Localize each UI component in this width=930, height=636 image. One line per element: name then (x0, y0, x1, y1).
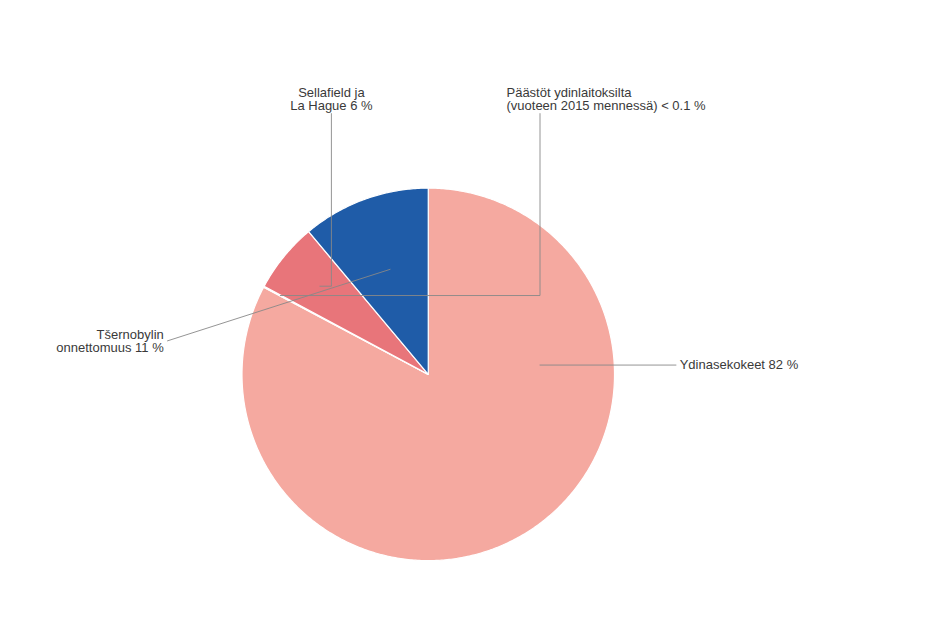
svg-text:Ydinasekokeet 82 %: Ydinasekokeet 82 % (680, 357, 799, 372)
svg-text:Päästöt ydinlaitoksilta(vuotee: Päästöt ydinlaitoksilta(vuoteen 2015 men… (506, 85, 706, 113)
svg-text:Tšernobylinonnettomuus 11 %: Tšernobylinonnettomuus 11 % (56, 327, 164, 355)
svg-text:Sellafield jaLa Hague 6 %: Sellafield jaLa Hague 6 % (290, 85, 373, 113)
